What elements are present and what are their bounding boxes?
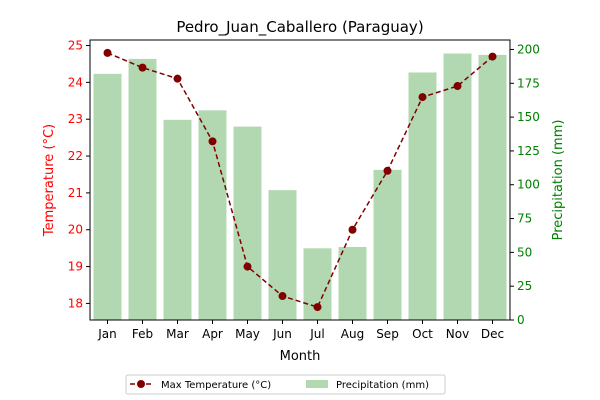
legend: Max Temperature (°C) Precipitation (mm)	[125, 374, 446, 395]
x-tick-label: May	[235, 327, 260, 341]
left-tick-label: 18	[68, 296, 83, 310]
right-tick-label: 175	[517, 76, 540, 90]
precip-bar-jan	[93, 73, 122, 320]
left-axis: 18 19 20 21 22 23 24 25	[68, 39, 90, 310]
legend-entry-temperature: Max Temperature (°C)	[161, 380, 271, 391]
precip-bar-oct	[408, 72, 437, 320]
left-tick-label: 25	[68, 39, 83, 53]
legend-box	[125, 374, 446, 395]
precip-bar-jun	[268, 190, 297, 320]
left-tick-label: 20	[68, 223, 83, 237]
temp-point-apr	[208, 137, 217, 146]
right-tick-label: 0	[517, 313, 525, 327]
x-tick-label: Jul	[309, 327, 324, 341]
precip-bar-sep	[373, 169, 402, 320]
x-tick-label: Sep	[376, 327, 399, 341]
x-tick-label: Aug	[341, 327, 364, 341]
right-tick-label: 25	[517, 279, 532, 293]
right-tick-label: 200	[517, 42, 540, 56]
precipitation-bars	[93, 53, 507, 321]
precip-bar-mar	[163, 119, 192, 320]
left-tick-label: 23	[68, 112, 83, 126]
x-tick-label: Dec	[481, 327, 504, 341]
right-tick-label: 150	[517, 110, 540, 124]
temp-point-mar	[173, 74, 182, 83]
temp-point-may	[243, 262, 252, 271]
right-tick-label: 75	[517, 212, 532, 226]
x-axis-label: Month	[280, 349, 321, 364]
precip-bar-nov	[443, 53, 472, 320]
left-tick-label: 19	[68, 260, 83, 274]
temp-point-jun	[278, 292, 287, 301]
temp-point-sep	[383, 166, 392, 175]
precip-bar-dec	[478, 54, 507, 321]
precip-bar-feb	[128, 58, 157, 321]
left-axis-label: Temperature (°C)	[42, 124, 57, 237]
legend-bar-swatch	[306, 380, 328, 388]
precip-bar-may	[233, 126, 262, 321]
left-tick-label: 22	[68, 149, 83, 163]
x-tick-label: Jan	[97, 327, 117, 341]
left-tick-label: 21	[68, 186, 83, 200]
right-tick-label: 125	[517, 144, 540, 158]
left-tick-label: 24	[68, 75, 83, 89]
x-axis: Jan Feb Mar Apr May Jun Jul Aug Sep Oct Nov Dec	[97, 320, 504, 341]
x-tick-label: Nov	[446, 327, 469, 341]
temperature-line-path	[107, 52, 493, 309]
x-tick-label: Apr	[202, 327, 223, 341]
x-tick-label: Jun	[272, 327, 292, 341]
temp-point-feb	[138, 63, 147, 72]
temp-point-jul	[313, 303, 322, 312]
plot-frame	[89, 39, 511, 321]
x-tick-label: Mar	[166, 327, 189, 341]
temp-point-aug	[348, 225, 357, 234]
right-axis: 0 25 50 75 100 125 150 175 200	[510, 42, 540, 327]
right-tick-label: 100	[517, 178, 540, 192]
x-tick-label: Feb	[132, 327, 153, 341]
temp-point-oct	[418, 93, 427, 102]
right-axis-label: Precipitation (mm)	[551, 120, 566, 241]
legend-entry-precipitation: Precipitation (mm)	[336, 380, 429, 391]
precip-bar-aug	[338, 246, 367, 320]
temperature-line	[103, 48, 497, 312]
temp-point-jan	[103, 48, 112, 57]
right-tick-label: 50	[517, 245, 532, 259]
temp-point-nov	[453, 82, 462, 91]
x-tick-label: Oct	[412, 327, 433, 341]
chart-title: Pedro_Juan_Caballero (Paraguay)	[176, 18, 423, 37]
legend-marker-icon	[137, 380, 145, 388]
temp-point-dec	[488, 52, 497, 61]
